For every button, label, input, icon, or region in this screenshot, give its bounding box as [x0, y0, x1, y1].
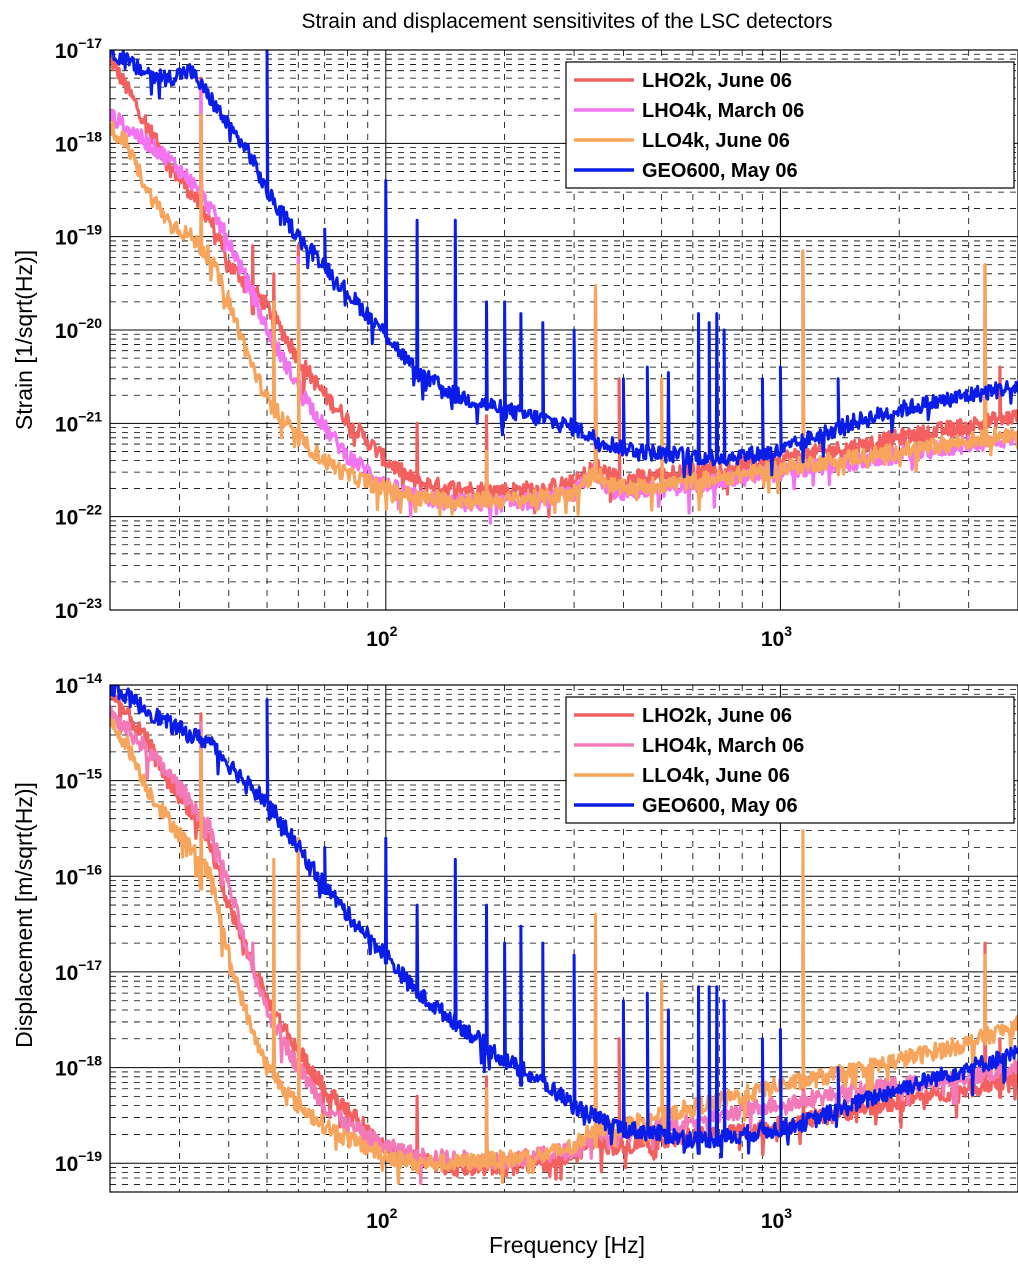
tick-base: 10: [55, 675, 78, 698]
tick-exponent: −14: [78, 670, 102, 686]
tick-exponent: −15: [78, 766, 102, 782]
tick-base: 10: [55, 1058, 78, 1081]
tick-base: 10: [761, 1210, 784, 1233]
legend-label: LHO2k, June 06: [642, 70, 792, 92]
tick-base: 10: [55, 413, 78, 436]
tick-base: 10: [55, 600, 78, 623]
tick-exponent: −21: [78, 408, 102, 424]
displacement-ylabel: Displacement [m/sqrt(Hz)]: [11, 782, 37, 1048]
series-line-llo4k: [110, 717, 1018, 1185]
y-tick-label: 10−21: [55, 408, 102, 436]
legend-label: LLO4k, June 06: [642, 765, 790, 787]
legend: LHO2k, June 06 LHO4k, March 06 LLO4k, June…: [565, 696, 1015, 824]
figure-title: Strain and displacement sensitivites of …: [301, 10, 832, 33]
y-tick-label: 10−16: [55, 861, 102, 889]
tick-exponent: −23: [78, 595, 102, 611]
series-group: [110, 685, 1018, 1186]
legend-label: LHO4k, March 06: [642, 100, 804, 122]
y-tick-label: 10−17: [55, 35, 102, 63]
tick-exponent: −22: [78, 502, 102, 518]
tick-exponent: −17: [78, 35, 102, 51]
tick-exponent: −19: [78, 1148, 102, 1164]
y-tick-label: 10−18: [55, 1053, 102, 1081]
y-tick-label: 10−22: [55, 502, 102, 530]
legend: LHO2k, June 06 LHO4k, March 06 LLO4k, June…: [565, 61, 1015, 189]
tick-base: 10: [55, 227, 78, 250]
y-tick-label: 10−17: [55, 957, 102, 985]
tick-base: 10: [366, 1210, 389, 1233]
y-tick-label: 10−23: [55, 595, 102, 623]
tick-base: 10: [55, 507, 78, 530]
tick-exponent: 3: [784, 623, 792, 639]
legend-box: [565, 61, 1015, 189]
axes-frame: [109, 684, 1018, 1193]
tick-exponent: 2: [390, 1205, 398, 1221]
y-tick-label: 10−19: [55, 1148, 102, 1176]
legend-label: GEO600, May 06: [642, 795, 798, 817]
tick-base: 10: [55, 771, 78, 794]
y-tick-label: 10−19: [55, 222, 102, 250]
legend-label: LLO4k, June 06: [642, 130, 790, 152]
tick-base: 10: [55, 1153, 78, 1176]
axes-frame: [109, 49, 1018, 611]
series-line-geo600: [110, 50, 1018, 479]
tick-exponent: −19: [78, 222, 102, 238]
tick-base: 10: [55, 962, 78, 985]
tick-exponent: 3: [784, 1205, 792, 1221]
tick-base: 10: [55, 40, 78, 63]
legend-label: GEO600, May 06: [642, 160, 798, 182]
series-line-geo600: [110, 685, 1018, 1159]
tick-exponent: −17: [78, 957, 102, 973]
tick-base: 10: [55, 866, 78, 889]
strain-panel: Strain [1/sqrt(Hz)] 10−1710−1810−1910−20…: [11, 35, 1018, 651]
y-tick-label: 10−14: [55, 670, 102, 698]
tick-base: 10: [55, 133, 78, 156]
tick-exponent: 2: [390, 623, 398, 639]
x-tick-label: 102: [366, 623, 397, 651]
legend-label: LHO4k, March 06: [642, 735, 804, 757]
tick-exponent: −16: [78, 861, 102, 877]
tick-exponent: −18: [78, 1053, 102, 1069]
displacement-panel: Displacement [m/sqrt(Hz)] Frequency [Hz]…: [11, 670, 1018, 1258]
tick-exponent: −18: [78, 128, 102, 144]
legend-label: LHO2k, June 06: [642, 705, 792, 727]
y-tick-label: 10−15: [55, 766, 102, 794]
y-tick-label: 10−18: [55, 128, 102, 156]
strain-ylabel: Strain [1/sqrt(Hz)]: [11, 250, 37, 430]
x-tick-label: 103: [761, 623, 792, 651]
tick-base: 10: [366, 628, 389, 651]
x-tick-label: 103: [761, 1205, 792, 1233]
x-tick-label: 102: [366, 1205, 397, 1233]
tick-base: 10: [55, 320, 78, 343]
legend-box: [565, 696, 1015, 824]
y-tick-label: 10−20: [55, 315, 102, 343]
series-group: [110, 50, 1018, 525]
x-axis-label: Frequency [Hz]: [489, 1232, 645, 1258]
tick-exponent: −20: [78, 315, 102, 331]
tick-base: 10: [761, 628, 784, 651]
series-line-llo4k: [110, 113, 1018, 517]
